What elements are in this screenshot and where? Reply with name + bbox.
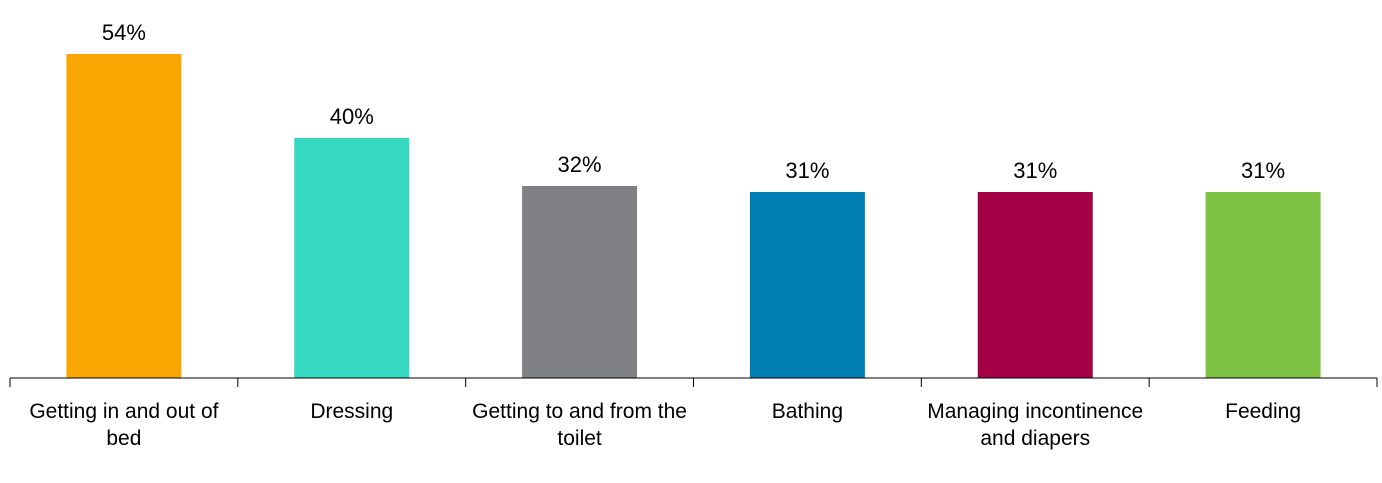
- bar-4: [977, 192, 1093, 378]
- value-label-5: 31%: [1241, 158, 1285, 183]
- value-label-3: 31%: [785, 158, 829, 183]
- bar-2: [522, 186, 638, 378]
- bar-1: [294, 138, 410, 378]
- bars-group: [66, 54, 1321, 378]
- value-labels-group: 54% 40% 32% 31% 31% 31%: [102, 20, 1285, 183]
- bar-3: [749, 192, 865, 378]
- category-label-3: Bathing: [771, 400, 844, 423]
- category-label-4: Managing incontinence and diapers: [927, 400, 1144, 450]
- value-label-0: 54%: [102, 20, 146, 45]
- category-label-1: Dressing: [310, 400, 394, 423]
- category-label-5: Feeding: [1225, 400, 1302, 423]
- bar-5: [1205, 192, 1321, 378]
- category-label-2: Getting to and from the toilet: [472, 400, 687, 450]
- bar-0: [66, 54, 182, 378]
- value-label-1: 40%: [330, 104, 374, 129]
- value-label-4: 31%: [1013, 158, 1057, 183]
- value-label-2: 32%: [558, 152, 602, 177]
- category-label-0: Getting in and out of bed: [29, 400, 219, 450]
- x-axis: [9, 377, 1378, 387]
